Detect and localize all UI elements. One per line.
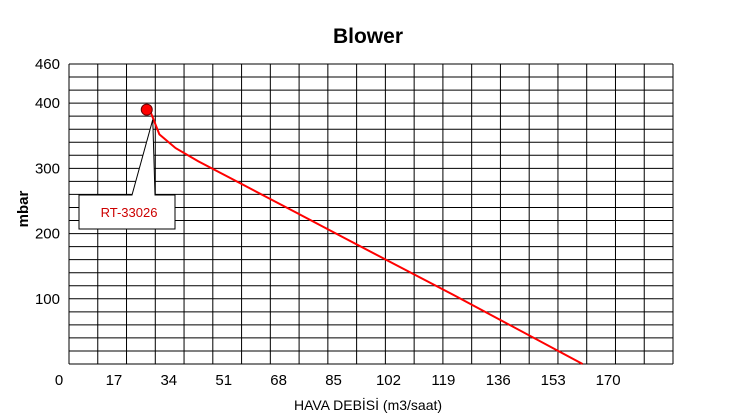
x-tick-label: 68 — [270, 372, 287, 389]
x-tick-label: 119 — [431, 372, 455, 389]
y-tick-label: 300 — [35, 160, 60, 177]
chart-title: Blower — [333, 25, 403, 48]
x-tick-label: 34 — [160, 372, 177, 389]
callout-box — [78, 119, 176, 230]
x-tick-label: 102 — [376, 372, 401, 389]
y-tick-label: 400 — [35, 95, 60, 112]
series-layer — [148, 109, 584, 365]
y-axis-ticks: 100 200 300 400 460 — [35, 56, 60, 308]
x-axis-ticks: 0 17 34 51 68 85 102 119 136 153 170 — [55, 372, 621, 389]
x-tick-label: 170 — [596, 372, 621, 389]
x-axis-label: HAVA DEBİSİ (m3/saat) — [294, 396, 442, 413]
x-tick-label: 51 — [215, 372, 232, 389]
y-tick-label: 200 — [35, 226, 60, 243]
callout-label: RT-33026 — [101, 205, 158, 220]
x-tick-label: 85 — [325, 372, 342, 389]
y-tick-label: 460 — [35, 56, 60, 73]
grid — [68, 63, 674, 365]
x-tick-label: 0 — [55, 372, 63, 389]
x-tick-label: 136 — [486, 372, 511, 389]
y-tick-label: 100 — [35, 291, 60, 308]
series-line — [148, 109, 584, 365]
x-tick-label: 153 — [541, 372, 566, 389]
series-start-point — [140, 103, 153, 116]
y-axis-label: mbar — [15, 191, 32, 228]
callout: RT-33026 — [78, 103, 176, 230]
x-tick-label: 17 — [106, 372, 123, 389]
